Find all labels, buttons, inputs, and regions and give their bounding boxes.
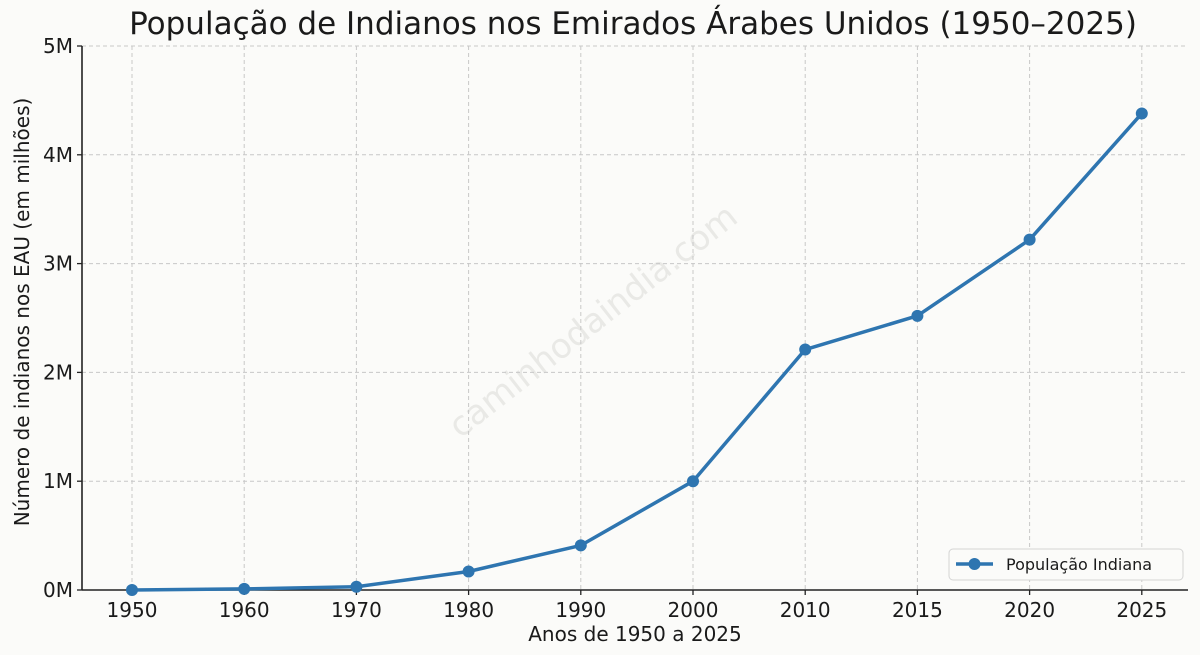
grid bbox=[82, 45, 1188, 591]
y-axis-label: Número de indianos nos EAU (em milhões) bbox=[10, 98, 34, 527]
y-tick-label: 4M bbox=[43, 143, 73, 167]
x-tick-label: 2010 bbox=[780, 598, 831, 622]
x-tick-label: 1960 bbox=[219, 598, 270, 622]
y-tick-label: 2M bbox=[43, 360, 73, 384]
data-point-marker bbox=[1023, 233, 1036, 246]
data-point-marker bbox=[462, 565, 475, 578]
data-point-marker bbox=[126, 584, 138, 596]
chart-title: População de Indianos nos Emirados Árabe… bbox=[129, 6, 1137, 42]
data-point-marker bbox=[911, 309, 924, 322]
legend: População Indiana bbox=[948, 548, 1184, 581]
data-point-marker bbox=[687, 475, 699, 488]
x-tick-label: 2015 bbox=[892, 598, 943, 622]
legend-label: População Indiana bbox=[1006, 555, 1152, 574]
y-tick-label: 1M bbox=[43, 469, 73, 493]
series-line bbox=[131, 112, 1144, 592]
x-tick-label: 2025 bbox=[1116, 598, 1167, 622]
data-point-marker bbox=[1135, 107, 1148, 120]
y-tick-label: 5M bbox=[43, 34, 73, 58]
x-tick-label: 1990 bbox=[555, 598, 606, 622]
data-point-marker bbox=[350, 580, 363, 593]
y-tick-label: 3M bbox=[43, 252, 73, 276]
x-tick-label: 1950 bbox=[107, 598, 158, 622]
watermark: caminhodaindia.com bbox=[441, 196, 745, 446]
x-tick-label: 1970 bbox=[331, 598, 382, 622]
legend-marker-icon bbox=[968, 558, 981, 570]
data-point-marker bbox=[574, 539, 587, 552]
x-tick-label: 2020 bbox=[1004, 598, 1055, 622]
x-tick-label: 2000 bbox=[668, 598, 719, 622]
y-tick-label: 0M bbox=[43, 578, 73, 602]
data-point-marker bbox=[238, 582, 251, 595]
legend-box bbox=[948, 548, 1184, 581]
x-tick-label: 1980 bbox=[443, 598, 494, 622]
watermark-text: caminhodaindia.com bbox=[441, 196, 745, 446]
data-point-marker bbox=[799, 343, 812, 356]
data-series bbox=[126, 107, 1148, 596]
x-axis-label: Anos de 1950 a 2025 bbox=[528, 622, 742, 646]
